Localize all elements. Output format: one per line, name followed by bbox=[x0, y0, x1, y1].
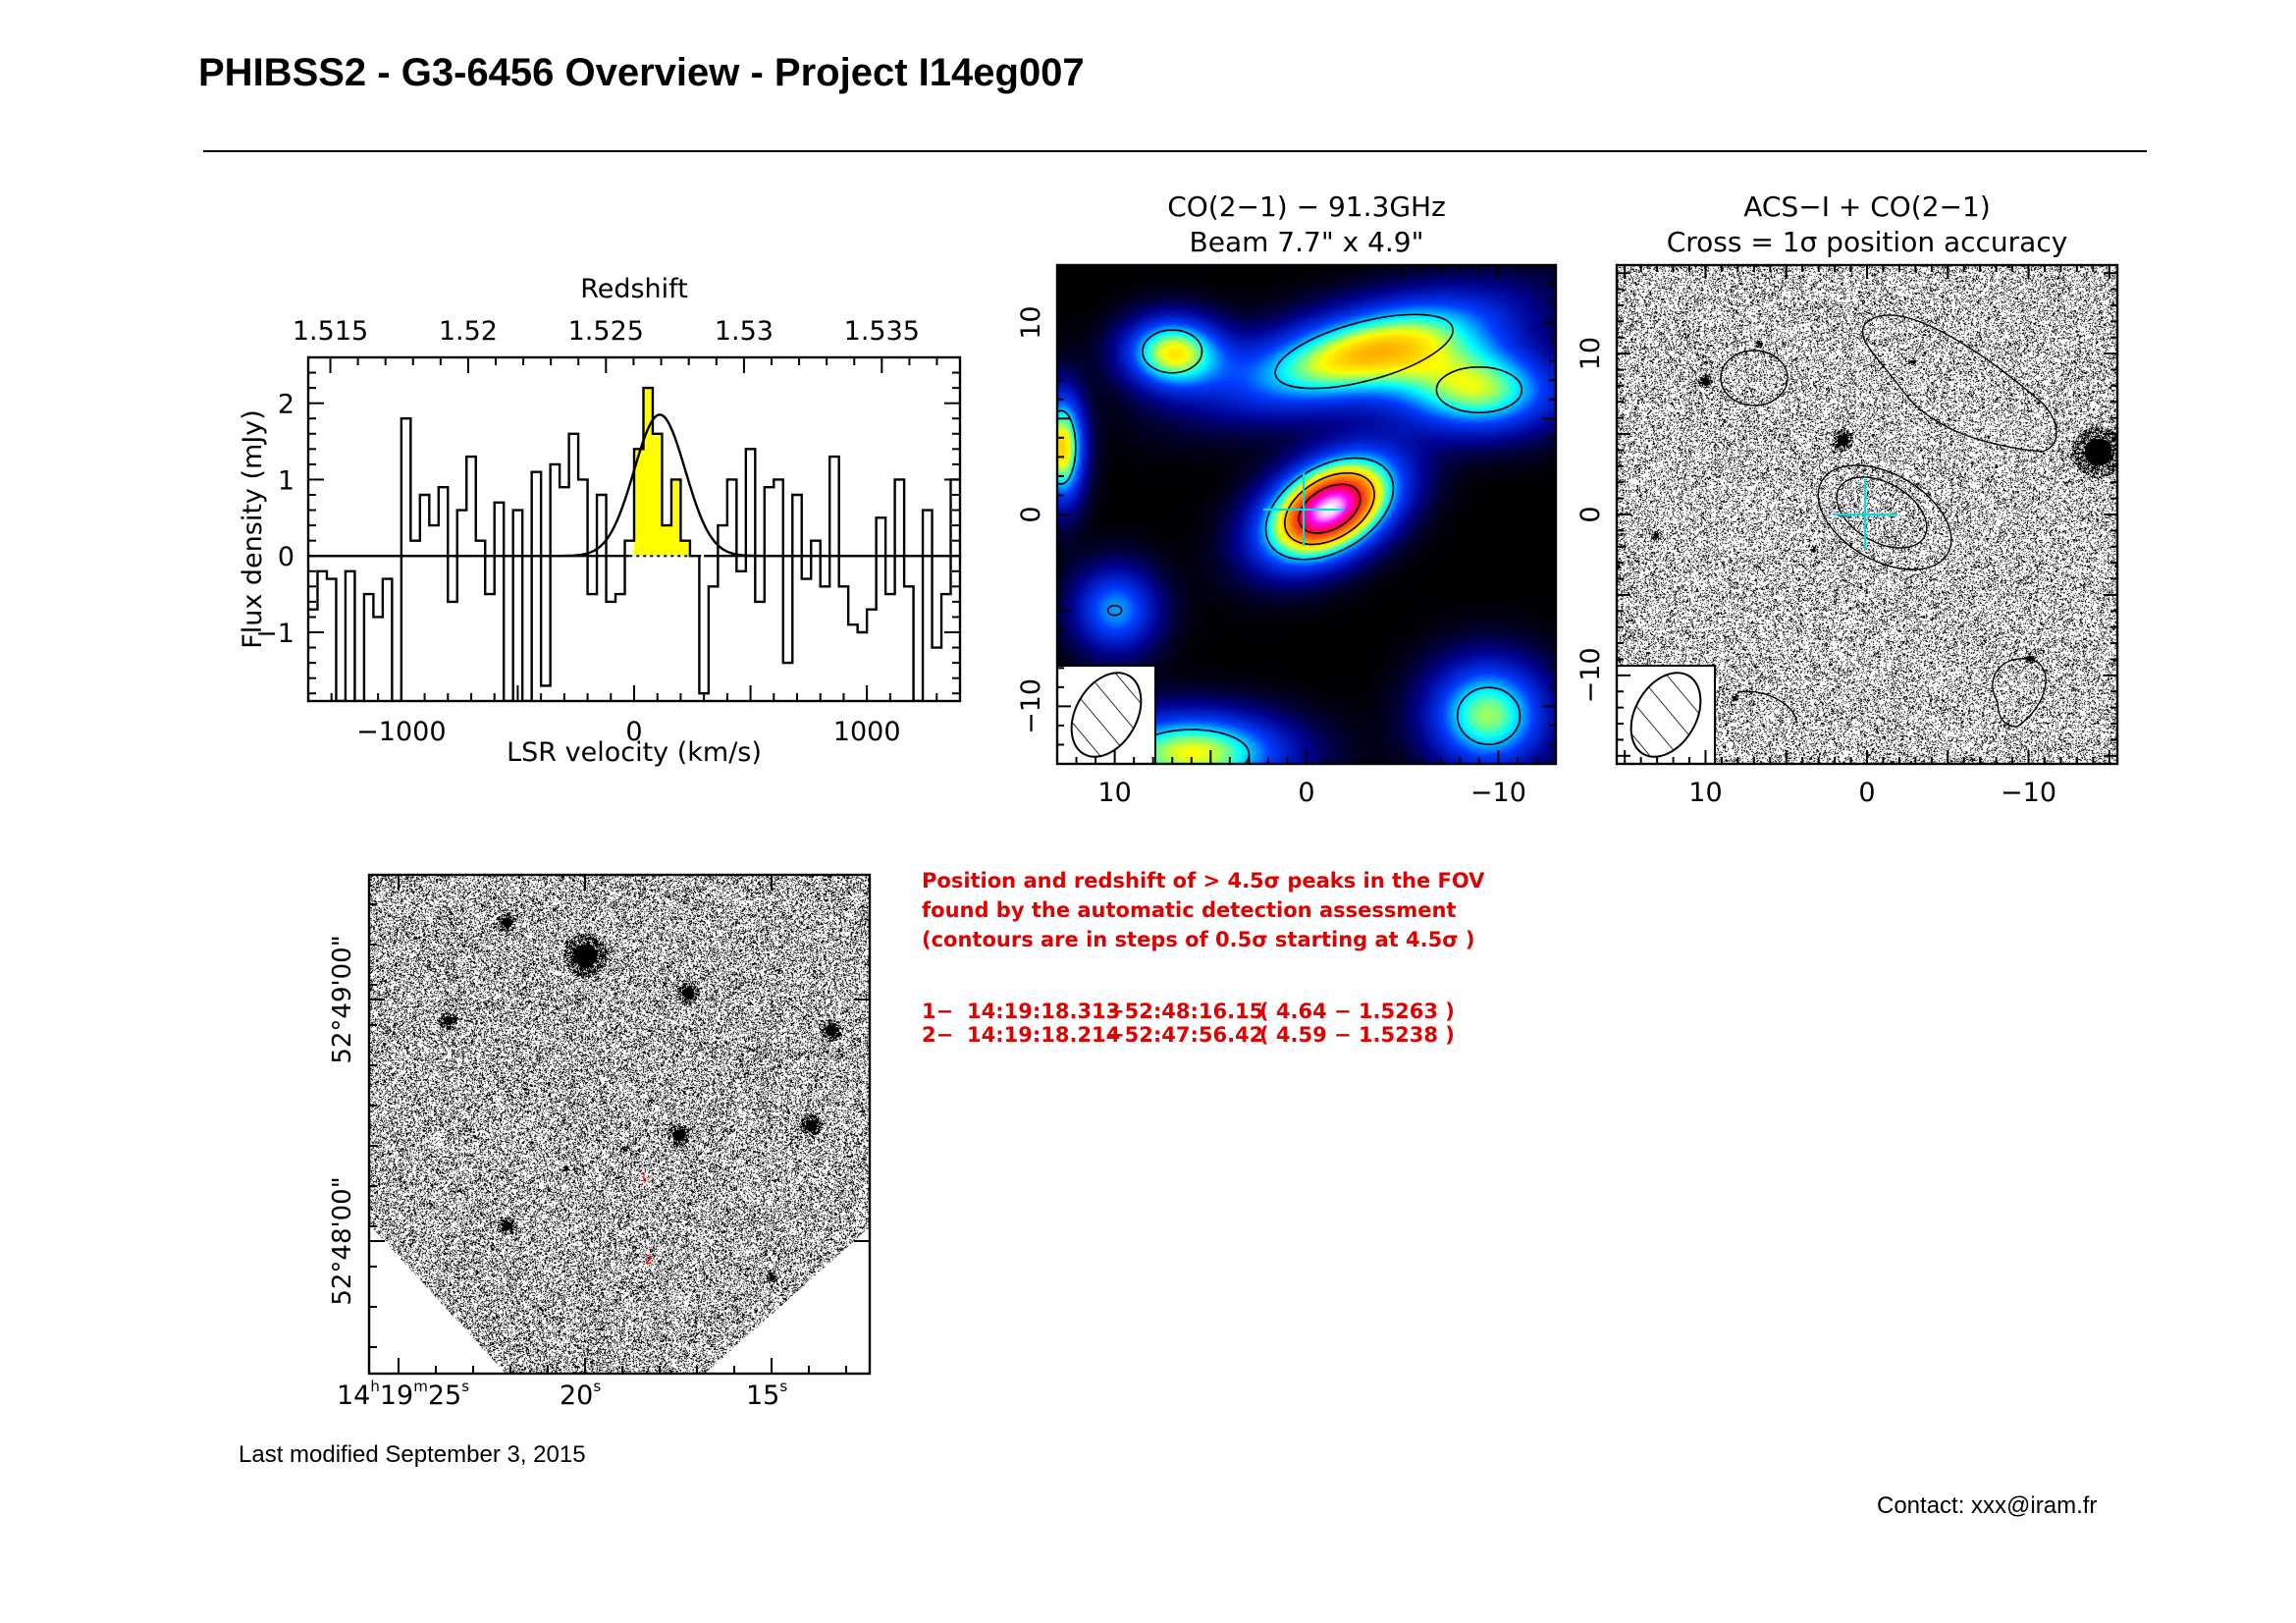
y-tick-label: 0 bbox=[278, 542, 294, 572]
co-contour bbox=[1057, 409, 1077, 485]
y-tick-label: 0 bbox=[1575, 506, 1606, 522]
detection-table: 1− 14:19:18.313 +52:48:16.15 ( 4.64 − 1.… bbox=[922, 1000, 1455, 1047]
x-tick-label: −10 bbox=[1470, 778, 1526, 808]
co-map-panel: CO(2−1) − 91.3GHz Beam 7.7" x 4.9" 10 0 −1… bbox=[1016, 190, 1558, 808]
detection-notes: Position and redshift of > 4.5σ peaks in… bbox=[922, 869, 1485, 951]
acs-overlay-panel: ACS−I + CO(2−1) Cross = 1σ position accu… bbox=[1575, 190, 2119, 808]
contact: Contact: xxx@iram.fr bbox=[1877, 1492, 2098, 1519]
spectrum-ylabel: Flux density (mJy) bbox=[238, 409, 268, 649]
field-mask-right bbox=[705, 1227, 870, 1374]
y-tick-label: −10 bbox=[1016, 678, 1046, 734]
spectrum-panel: Redshift 1.515 1.52 1.525 1.53 1.535 −1000 0 1… bbox=[238, 274, 962, 768]
beam-box bbox=[1057, 665, 1156, 764]
spectrum-top-axis: 1.515 1.52 1.525 1.53 1.535 bbox=[293, 316, 938, 373]
x-tick-label: 0 bbox=[625, 717, 642, 747]
co-contour bbox=[1142, 329, 1203, 374]
x-tick-label: 10 bbox=[1688, 778, 1722, 808]
last-modified: Last modified September 3, 2015 bbox=[239, 1441, 586, 1468]
spectrum-axes: −1000 0 1000 −1 0 1 2 bbox=[255, 356, 961, 747]
spectrum-line-fill bbox=[634, 388, 690, 557]
peak-dec: +52:48:16.15 bbox=[1107, 1000, 1263, 1023]
co-map-axes: 10 0 −10 10 0 −10 bbox=[1016, 264, 1557, 808]
detection-note-line-2: found by the automatic detection assessm… bbox=[922, 898, 1456, 922]
co-contour-small bbox=[1106, 604, 1123, 617]
top-tick-label: 1.525 bbox=[568, 316, 644, 347]
co-contour-inner bbox=[1298, 483, 1362, 534]
co-contour bbox=[1456, 686, 1522, 745]
finding-chart-frame bbox=[367, 873, 872, 1376]
dec-tick-label-48: 52°48'00" bbox=[328, 1176, 357, 1305]
x-tick-label: 0 bbox=[1858, 778, 1875, 808]
y-tick-label: 0 bbox=[1016, 506, 1046, 522]
spectrum-fill-bar bbox=[652, 433, 663, 557]
spectrum-fill-bar bbox=[680, 540, 690, 557]
co-contour bbox=[1274, 313, 1454, 390]
co-contour bbox=[1435, 366, 1523, 413]
spectrum-histogram bbox=[308, 386, 960, 701]
y-tick-label: −10 bbox=[1575, 647, 1606, 703]
acs-contours bbox=[1720, 314, 2057, 728]
top-tick-label: 1.535 bbox=[844, 316, 920, 347]
detection-row-2: 2− 14:19:18.214 +52:47:56.42 ( 4.59 − 1.… bbox=[922, 1023, 1455, 1047]
spectrum-fill-bar bbox=[670, 479, 681, 557]
title-rule bbox=[203, 150, 2147, 152]
y-tick-label: 1 bbox=[278, 465, 294, 496]
co-map-title: CO(2−1) − 91.3GHz bbox=[1167, 190, 1446, 223]
acs-axes: 10 0 −10 10 0 −10 bbox=[1575, 265, 2117, 808]
position-cross bbox=[1263, 473, 1344, 546]
peak-dec: +52:47:56.42 bbox=[1107, 1023, 1263, 1047]
top-tick-label: 1.515 bbox=[293, 316, 368, 347]
detection-row-1: 1− 14:19:18.313 +52:48:16.15 ( 4.64 − 1.… bbox=[922, 1000, 1455, 1023]
peak-id: 1− bbox=[922, 1000, 953, 1023]
peak-info: ( 4.64 − 1.5263 ) bbox=[1259, 1000, 1455, 1023]
peak-info: ( 4.59 − 1.5238 ) bbox=[1259, 1023, 1455, 1047]
ra-tick-label-20s: 20s bbox=[560, 1378, 601, 1411]
x-tick-label: −1000 bbox=[356, 717, 446, 747]
detection-note-line-1: Position and redshift of > 4.5σ peaks in… bbox=[922, 869, 1485, 893]
acs-title: ACS−I + CO(2−1) bbox=[1743, 190, 1991, 223]
position-cross bbox=[1833, 479, 1897, 550]
y-tick-label: 2 bbox=[278, 390, 294, 420]
finding-chart-panel: 1 2 14h19m25s 20s 15s 52°48'00" 52°49'00… bbox=[328, 873, 872, 1411]
beam-box bbox=[1617, 665, 1716, 764]
peak-ra: 14:19:18.214 bbox=[967, 1023, 1120, 1047]
top-tick-label: 1.52 bbox=[439, 316, 498, 347]
x-tick-label: 1000 bbox=[833, 717, 901, 747]
y-tick-label: −1 bbox=[255, 619, 294, 649]
x-tick-label: −10 bbox=[2001, 778, 2056, 808]
top-tick-label: 1.53 bbox=[715, 316, 774, 347]
peak-ra: 14:19:18.313 bbox=[967, 1000, 1120, 1023]
finding-chart-axes bbox=[369, 875, 870, 1374]
spectrum-fill-bar bbox=[643, 388, 653, 557]
acs-subtitle: Cross = 1σ position accuracy bbox=[1667, 226, 2068, 258]
co-contour bbox=[1264, 457, 1395, 561]
spectrum-xlabel: LSR velocity (km/s) bbox=[507, 737, 762, 768]
co-map-subtitle: Beam 7.7" x 4.9" bbox=[1190, 226, 1424, 258]
peak-marker-2: 2 bbox=[645, 1253, 653, 1267]
finding-chart-image bbox=[369, 875, 870, 1374]
co-contour-inner bbox=[1283, 472, 1375, 546]
x-tick-label: 0 bbox=[1298, 778, 1314, 808]
peak-marker-1: 1 bbox=[640, 1170, 648, 1184]
ra-tick-label-25s: 14h19m25s bbox=[337, 1378, 469, 1411]
dec-tick-label-49: 52°49'00" bbox=[328, 935, 357, 1063]
y-tick-label: 10 bbox=[1575, 337, 1606, 370]
spectrum-top-axis-title: Redshift bbox=[580, 274, 688, 304]
y-tick-label: 10 bbox=[1016, 305, 1046, 339]
ra-tick-label-15s: 15s bbox=[746, 1378, 787, 1411]
field-mask-left bbox=[369, 1224, 507, 1374]
spectrum-fill-bar bbox=[662, 525, 671, 557]
finding-chart-xtick-labels: 14h19m25s 20s 15s bbox=[337, 1378, 787, 1411]
x-tick-label: 10 bbox=[1097, 778, 1131, 808]
peak-id: 2− bbox=[922, 1023, 953, 1047]
page-title: PHIBSS2 - G3-6456 Overview - Project I14… bbox=[198, 51, 1085, 94]
spectrum-fill-bar bbox=[634, 449, 644, 557]
detection-note-line-3: (contours are in steps of 0.5σ starting … bbox=[922, 928, 1475, 951]
